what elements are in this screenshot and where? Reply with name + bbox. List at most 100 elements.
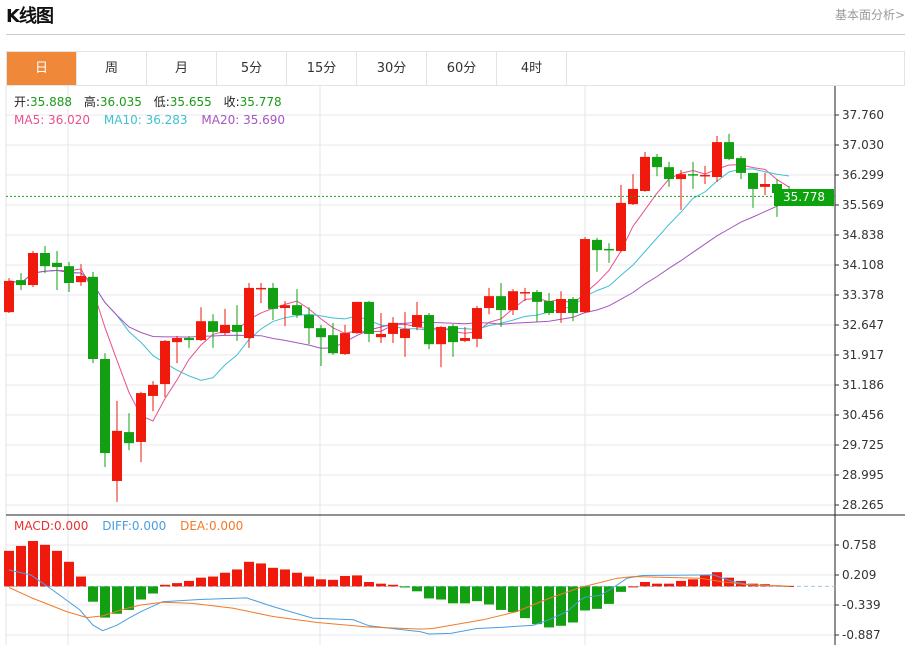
candle-body — [16, 280, 26, 286]
current-price-tag: 35.778 — [774, 189, 834, 206]
macd-bar — [28, 540, 38, 587]
dea-line — [8, 576, 790, 630]
macd-bar — [424, 586, 434, 599]
candlestick — [352, 301, 362, 334]
open-value: 35.888 — [30, 95, 73, 109]
fundamental-analysis-link[interactable]: 基本面分析> — [834, 8, 905, 22]
candlestick — [316, 324, 326, 366]
candle-body — [484, 296, 494, 309]
candlestick — [172, 335, 182, 364]
candle-body — [544, 301, 554, 313]
price-tick-label: 37.030 — [842, 138, 884, 152]
tab-week[interactable]: 周 — [77, 52, 147, 85]
macd-bar — [436, 586, 446, 600]
macd-bar — [616, 586, 626, 592]
macd-bar — [556, 586, 566, 626]
candlestick — [112, 400, 122, 502]
macd-tick-label: 0.209 — [842, 568, 876, 582]
macd-bar — [412, 586, 422, 592]
candlestick — [424, 312, 434, 350]
candlestick — [652, 154, 662, 177]
candlestick — [136, 391, 146, 463]
candle-body — [676, 174, 686, 180]
macd-bar — [304, 576, 314, 587]
macd-bar — [712, 572, 722, 587]
ma-legend: MA5: 36.020 MA10: 36.283 MA20: 35.690 — [14, 113, 295, 127]
candlestick — [568, 296, 578, 322]
macd-bar — [136, 586, 146, 600]
candlestick — [244, 282, 254, 348]
macd-tick-label: 0.758 — [842, 538, 876, 552]
candlestick — [472, 305, 482, 348]
kline-chart[interactable]: 37.760 37.030 36.299 35.569 34.838 34.108 33.3… — [0, 86, 909, 645]
macd-bar — [172, 583, 182, 587]
candle-body — [148, 384, 158, 396]
macd-bar — [700, 575, 710, 587]
candle-body — [160, 340, 170, 385]
candle-body — [508, 291, 518, 311]
candlestick — [460, 326, 470, 343]
macd-bar — [316, 579, 326, 587]
tab-30min[interactable]: 30分 — [357, 52, 427, 85]
tab-15min[interactable]: 15分 — [287, 52, 357, 85]
candle-body — [748, 172, 758, 189]
candlestick — [496, 282, 506, 327]
candle-body — [604, 248, 614, 251]
candle-body — [616, 202, 626, 251]
macd-bar — [148, 586, 158, 594]
close-value: 35.778 — [239, 95, 282, 109]
macd-bar — [52, 550, 62, 587]
candlestick — [616, 184, 626, 253]
candle-body — [208, 321, 218, 332]
candlestick — [436, 326, 446, 368]
macd-bar — [628, 586, 638, 588]
macd-bar — [40, 544, 50, 587]
candle-body — [772, 184, 782, 194]
candlestick — [388, 317, 398, 343]
tab-4hour[interactable]: 4时 — [497, 52, 567, 85]
candlestick — [520, 287, 530, 302]
price-tick-label: 34.838 — [842, 228, 884, 242]
candle-body — [232, 324, 242, 332]
candle-body — [184, 338, 194, 341]
candlestick — [16, 273, 26, 290]
macd-bar — [184, 580, 194, 587]
macd-bar — [604, 586, 614, 604]
candle-body — [100, 358, 110, 454]
candle-body — [28, 253, 38, 286]
candle-body — [340, 333, 350, 355]
low-label: 低: — [153, 95, 170, 109]
candle-body — [4, 280, 14, 313]
macd-bar — [640, 582, 650, 587]
macd-bar — [340, 576, 350, 587]
candle-body — [568, 299, 578, 313]
candle-body — [760, 184, 770, 187]
close-label: 收: — [223, 95, 240, 109]
candle-body — [364, 301, 374, 334]
candle-body — [268, 287, 278, 309]
candle-body — [40, 253, 50, 267]
candlestick — [328, 322, 338, 355]
macd-bar — [460, 586, 470, 604]
tab-day[interactable]: 日 — [7, 52, 77, 85]
tab-month[interactable]: 月 — [147, 52, 217, 85]
candlestick — [688, 161, 698, 189]
price-tick-label: 35.569 — [842, 198, 884, 212]
candle-body — [256, 287, 266, 290]
tab-5min[interactable]: 5分 — [217, 52, 287, 85]
candlestick — [340, 324, 350, 355]
candle-body — [448, 326, 458, 343]
candle-body — [628, 188, 638, 205]
high-value: 36.035 — [99, 95, 142, 109]
price-tick-label: 29.725 — [842, 438, 884, 452]
tab-60min[interactable]: 60分 — [427, 52, 497, 85]
candlestick — [580, 236, 590, 313]
header-divider — [6, 34, 905, 35]
candlestick — [220, 308, 230, 336]
macd-bar — [112, 586, 122, 614]
candle-body — [316, 328, 326, 338]
macd-bar — [100, 586, 110, 618]
candlestick — [28, 250, 38, 288]
candle-body — [712, 142, 722, 178]
candle-body — [124, 432, 134, 444]
